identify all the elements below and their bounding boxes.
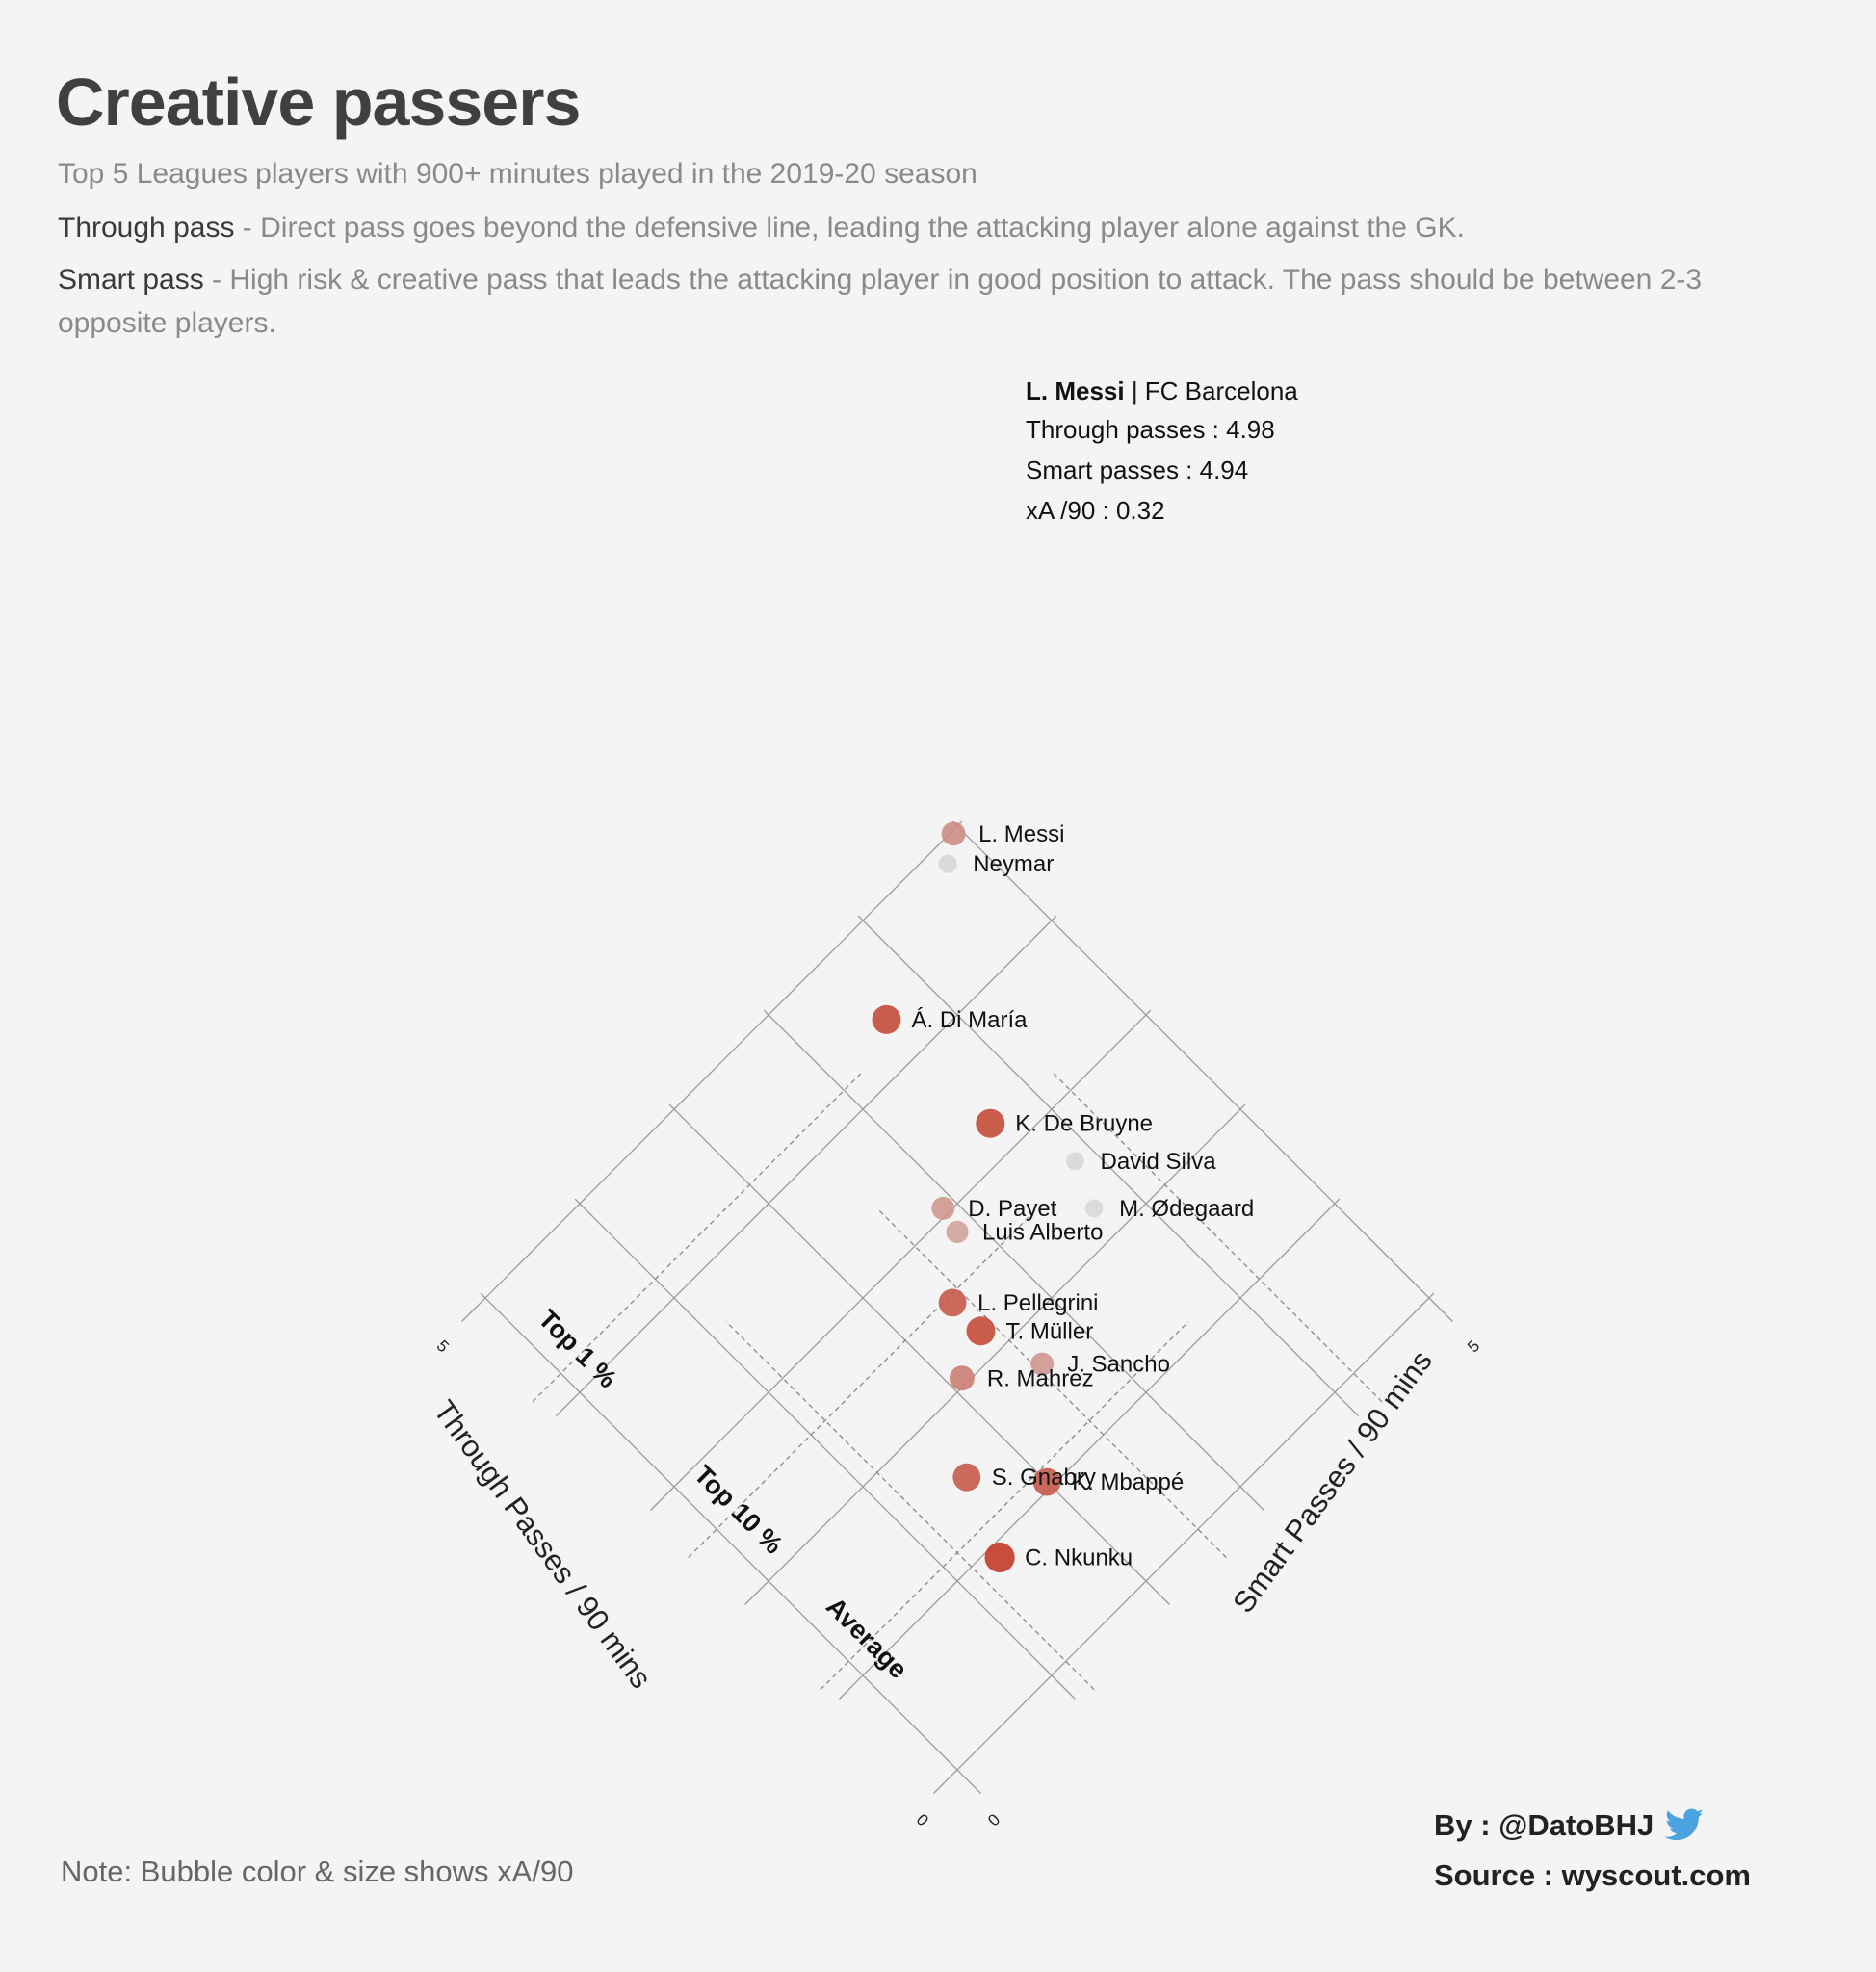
smart-pass-term: Smart pass — [58, 264, 204, 296]
grid-line-smart-5 — [951, 820, 1453, 1322]
through-pass-term: Through pass — [58, 212, 235, 244]
chart-title: Creative passers — [56, 65, 581, 140]
y-axis-label: Smart Passes / 90 mins — [1226, 1344, 1439, 1619]
grid-line-smart-1 — [574, 1198, 1076, 1700]
ref-line-1 — [688, 1207, 1038, 1558]
data-point-14 — [984, 1542, 1015, 1573]
callout-xa: xA /90 : 0.32 — [1026, 496, 1165, 525]
callout-smart: Smart passes : 4.94 — [1026, 455, 1248, 484]
grid-line-smart-4 — [857, 915, 1359, 1416]
through-pass-text: - Direct pass goes beyond the defensive … — [234, 212, 1465, 244]
point-label-7: Luis Alberto — [982, 1219, 1103, 1245]
data-point-3 — [976, 1108, 1005, 1138]
y-tick-0: 0 — [984, 1810, 1003, 1829]
encoding-note: Note: Bubble color & size shows xA/90 — [61, 1855, 574, 1888]
point-label-12: S. Gnabry — [992, 1465, 1096, 1491]
data-point-13 — [1032, 1467, 1061, 1496]
point-label-4: David Silva — [1101, 1149, 1217, 1175]
grid-line-smart-3 — [763, 1009, 1264, 1511]
labels-layer: L. Messi Neymar Á. Di María K. De Bruyne Dav… — [912, 821, 1255, 1571]
smart-pass-text: - High risk & creative pass that leads t… — [58, 264, 1703, 339]
grid-line-smart-0 — [480, 1292, 981, 1794]
grid-line-through-2 — [744, 1103, 1246, 1605]
ref-line-0 — [820, 1321, 1189, 1691]
data-source: Source : wyscout.com — [1433, 1858, 1751, 1892]
point-label-0: L. Messi — [978, 821, 1064, 847]
ref-line-b-1 — [876, 1207, 1227, 1558]
data-point-11 — [949, 1365, 975, 1391]
ref-label-1: Top 10 % — [689, 1460, 789, 1560]
svg-text:L. Messi | FC Barcelona: L. Messi | FC Barcelona — [1026, 376, 1298, 405]
twitter-bird-icon — [1664, 1808, 1705, 1841]
data-point-10 — [1030, 1352, 1055, 1376]
point-label-8: L. Pellegrini — [977, 1290, 1098, 1316]
grid-line-through-3 — [650, 1009, 1152, 1511]
point-label-10: J. Sancho — [1067, 1352, 1170, 1378]
callout-player-name: L. Messi — [1026, 376, 1125, 405]
smart-pass-definition: Smart pass - High risk & creative pass t… — [58, 258, 1801, 345]
data-point-5 — [931, 1196, 955, 1220]
x-tick-5: 5 — [433, 1336, 453, 1356]
data-point-8 — [938, 1288, 967, 1317]
ref-line-b-0 — [725, 1321, 1095, 1691]
credits: By : @DatoBHJ Source : wyscout.com — [1434, 1801, 1751, 1901]
grid-line-smart-2 — [668, 1103, 1170, 1605]
point-label-2: Á. Di María — [912, 1007, 1029, 1033]
data-point-0 — [941, 821, 966, 846]
through-pass-definition: Through pass - Direct pass goes beyond t… — [58, 206, 1801, 249]
x-axis-label: Through Passes / 90 mins — [427, 1394, 658, 1695]
data-point-6 — [1084, 1199, 1104, 1218]
data-point-7 — [946, 1220, 969, 1243]
ref-label-0: Average — [821, 1592, 913, 1684]
point-label-5: D. Payet — [968, 1196, 1056, 1222]
grid-layer: 0 5 0 5 — [433, 820, 1483, 1829]
data-point-1 — [938, 854, 957, 873]
point-label-1: Neymar — [973, 851, 1054, 877]
grid-line-through-0 — [933, 1292, 1435, 1794]
points-layer — [872, 821, 1104, 1573]
point-label-9: T. Müller — [1006, 1318, 1094, 1344]
point-label-14: C. Nkunku — [1025, 1545, 1133, 1571]
grid-line-through-5 — [461, 820, 963, 1322]
point-label-3: K. De Bruyne — [1015, 1111, 1153, 1137]
y-tick-5: 5 — [1464, 1336, 1483, 1356]
callout-separator: | — [1125, 376, 1145, 405]
ref-label-2: Top 1 % — [533, 1304, 622, 1393]
data-point-2 — [872, 1004, 901, 1034]
grid-line-through-1 — [839, 1198, 1341, 1700]
point-label-13: K. Mbappé — [1072, 1469, 1184, 1495]
author-credit: By : @DatoBHJ — [1433, 1808, 1655, 1842]
messi-callout: L. Messi | FC Barcelona Through passes :… — [1026, 376, 1298, 525]
chart-subtitle: Top 5 Leagues players with 900+ minutes … — [58, 158, 977, 190]
callout-team: FC Barcelona — [1145, 376, 1298, 405]
data-point-12 — [952, 1463, 981, 1492]
grid-line-through-4 — [556, 915, 1057, 1416]
x-tick-0: 0 — [913, 1810, 932, 1829]
point-label-6: M. Ødegaard — [1119, 1196, 1254, 1222]
data-point-4 — [1066, 1152, 1084, 1171]
point-label-11: R. Mahrez — [987, 1365, 1094, 1391]
callout-through: Through passes : 4.98 — [1026, 415, 1275, 444]
data-point-9 — [966, 1316, 996, 1346]
